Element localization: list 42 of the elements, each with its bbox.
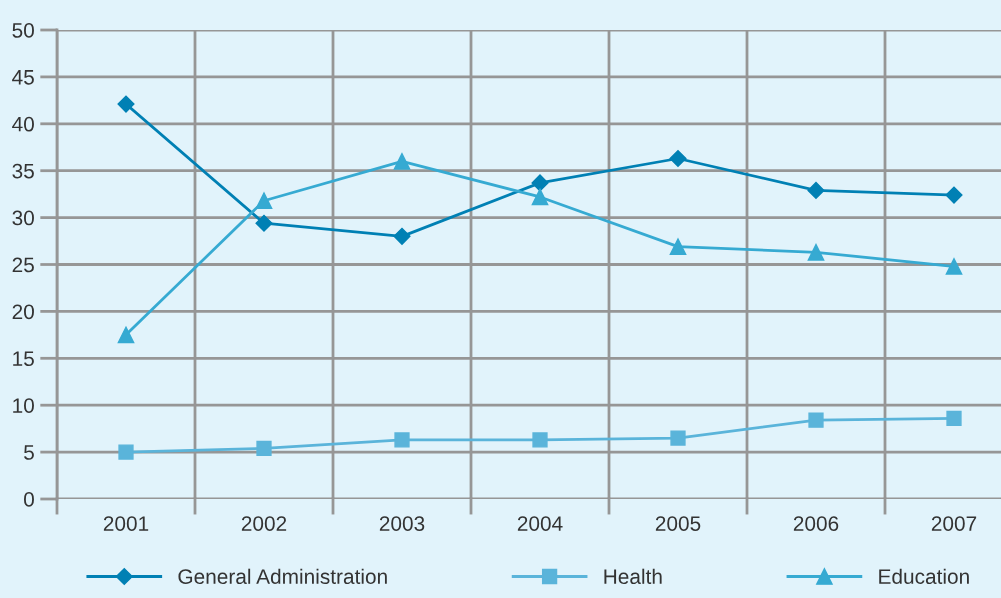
point [255, 192, 273, 210]
x-tick-label: 2001 [103, 516, 149, 531]
point [945, 258, 963, 275]
point [946, 410, 962, 426]
y-tick-label: 10 [13, 398, 34, 413]
point [393, 152, 411, 170]
point [531, 174, 549, 192]
y-tick-label: 45 [12, 70, 34, 85]
point [807, 243, 825, 261]
point [808, 412, 824, 428]
y-tick-label: 0 [24, 492, 34, 507]
y-tick-label: 30 [12, 210, 34, 226]
x-tick-label: 2003 [379, 516, 425, 531]
x-tick-label: 2005 [655, 516, 701, 531]
x-tick-label: 2004 [517, 516, 563, 531]
point [669, 149, 687, 168]
legend-label: Health [604, 568, 662, 584]
point [669, 238, 687, 256]
point [807, 181, 825, 199]
y-tick-label: 5 [24, 445, 34, 460]
x-tick-label: 2006 [793, 516, 839, 531]
y-tick-label: 15 [13, 351, 34, 367]
x-tick-label: 2002 [241, 516, 287, 531]
y-tick-label: 35 [12, 163, 34, 179]
point [117, 95, 135, 113]
point [118, 444, 134, 460]
point [531, 188, 549, 206]
point [670, 430, 686, 446]
y-tick-label: 40 [12, 116, 34, 132]
y-tick-label: 25 [12, 257, 34, 273]
point [532, 432, 548, 448]
point [393, 227, 411, 245]
point [255, 214, 273, 232]
point [117, 326, 135, 344]
legend-label: Education [879, 568, 969, 584]
y-tick-label: 50 [12, 23, 34, 38]
legend-label: General Administration [178, 568, 387, 584]
point [394, 432, 410, 448]
x-tick-label: 2007 [931, 516, 977, 531]
point [945, 186, 963, 204]
point [256, 440, 272, 456]
y-tick-label: 20 [12, 304, 34, 320]
